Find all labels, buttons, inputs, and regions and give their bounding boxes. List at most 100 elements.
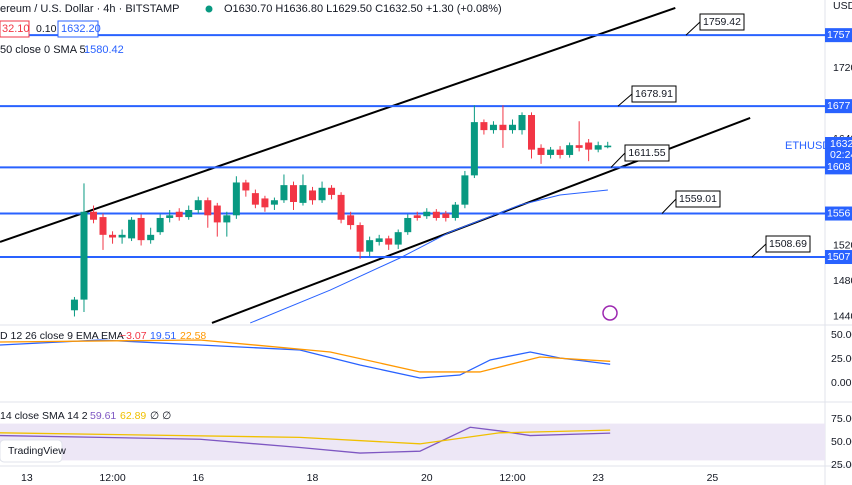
tag-price: 1632 xyxy=(830,138,852,150)
x-tick-label: 13 xyxy=(21,472,33,484)
candle-body xyxy=(556,149,564,155)
level-tag xyxy=(825,160,852,175)
x-tick-label: 20 xyxy=(421,472,433,484)
candle-body xyxy=(204,200,212,216)
callout-box xyxy=(631,85,677,103)
y-tick-label: 50.00 xyxy=(831,436,852,448)
candle-body xyxy=(270,200,278,205)
x-tick-label: 18 xyxy=(307,472,319,484)
candle-body xyxy=(594,145,602,150)
indicator-line xyxy=(0,429,611,445)
indicator-line xyxy=(0,339,611,373)
bid-box xyxy=(0,20,30,38)
candle-body xyxy=(366,240,374,252)
indicator-value: 19.51 xyxy=(150,330,176,342)
y-tick-label: 25.00 xyxy=(831,353,852,365)
candle-body xyxy=(537,147,545,155)
status-dot xyxy=(205,5,213,13)
candle-body xyxy=(337,194,345,220)
candle-body xyxy=(213,205,221,223)
x-tick-label: 12:00 xyxy=(499,472,525,484)
candle-body xyxy=(99,217,107,235)
candle-body xyxy=(442,213,450,218)
indicator-legend: 14 close SMA 14 2 xyxy=(0,410,88,422)
level-tag xyxy=(825,250,852,265)
candle-body xyxy=(451,204,459,218)
ask-box[interactable] xyxy=(57,20,99,38)
callout-pointer xyxy=(661,198,677,214)
callout-label: 1611.55 xyxy=(628,147,665,159)
logo[interactable]: TradingView xyxy=(8,445,66,457)
level-label: 1507 xyxy=(827,251,851,263)
y-tick-label: 0.00 xyxy=(831,377,852,389)
level-tag xyxy=(825,99,852,114)
ask[interactable]: 1632.20 xyxy=(61,23,101,35)
sma-value: 1580.42 xyxy=(84,44,124,56)
indicator-value: 62.89 xyxy=(120,410,146,422)
y-tick-label: 1440 xyxy=(833,310,852,322)
candle-body xyxy=(309,190,317,201)
callout-pointer xyxy=(685,21,701,36)
sma-line xyxy=(250,189,608,324)
candle-body xyxy=(156,217,164,233)
level-label: 1556 xyxy=(827,207,851,219)
level-label: 1608 xyxy=(827,161,851,173)
indicator-value: 59.61 xyxy=(90,410,116,422)
candle-body xyxy=(175,211,183,218)
level-tag xyxy=(825,28,852,43)
bid: 32.10 xyxy=(2,23,30,35)
candle-body xyxy=(109,234,117,238)
logo-box[interactable] xyxy=(0,439,63,463)
candle-body xyxy=(318,187,326,201)
currency: USD xyxy=(833,0,852,12)
candle-body xyxy=(118,234,126,238)
callout-label: 1508.69 xyxy=(769,238,807,250)
callout-box xyxy=(675,190,721,208)
sma-legend: 50 close 0 SMA 5 xyxy=(0,44,86,56)
callout-pointer xyxy=(610,152,626,168)
x-tick-label: 16 xyxy=(192,472,204,484)
y-tick-label: 1480 xyxy=(833,275,852,287)
candle-body xyxy=(128,219,136,239)
candle-body xyxy=(328,187,336,195)
y-tick-label: 1720 xyxy=(833,62,852,74)
callout-pointer xyxy=(617,93,633,107)
candle-body xyxy=(604,145,612,148)
indicator-line xyxy=(0,339,611,379)
candle-body xyxy=(547,149,555,155)
candle-body xyxy=(251,193,259,205)
candle-body xyxy=(280,185,288,201)
x-tick-label: 23 xyxy=(592,472,604,484)
candle-body xyxy=(499,124,507,131)
callout-box xyxy=(699,13,745,31)
candle-body xyxy=(289,185,297,202)
callout-label: 1759.42 xyxy=(703,16,741,28)
candle-body xyxy=(413,215,421,218)
spread: 0.10 xyxy=(36,23,57,35)
level-tag xyxy=(825,206,852,221)
indicator-line xyxy=(0,426,611,454)
y-tick-label: 50.00 xyxy=(831,329,852,341)
band xyxy=(0,423,825,461)
y-tick-label: 1520 xyxy=(833,239,852,251)
symbol: ereum / U.S. Dollar · 4h · BITSTAMP xyxy=(0,3,180,15)
candle-body xyxy=(299,185,307,203)
candle-body xyxy=(242,182,250,191)
x-tick-label: 25 xyxy=(707,472,719,484)
candle-body xyxy=(347,215,355,226)
candle-body xyxy=(432,211,440,218)
candle-body xyxy=(508,124,516,131)
candle-body xyxy=(566,145,574,155)
candle-body xyxy=(147,234,155,241)
candle-body xyxy=(585,142,593,150)
level-label: 1757 xyxy=(827,29,851,41)
candle-body xyxy=(223,215,231,223)
candle-body xyxy=(423,211,431,217)
candle-body xyxy=(528,115,536,150)
candle-body xyxy=(480,122,488,131)
alert-icon[interactable] xyxy=(602,305,618,321)
candle-body xyxy=(385,238,393,245)
callout-label: 1559.01 xyxy=(679,193,717,205)
candle-body xyxy=(356,225,364,252)
